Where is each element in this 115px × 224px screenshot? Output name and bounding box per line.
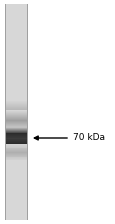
Text: 70 kDa: 70 kDa: [72, 134, 104, 142]
